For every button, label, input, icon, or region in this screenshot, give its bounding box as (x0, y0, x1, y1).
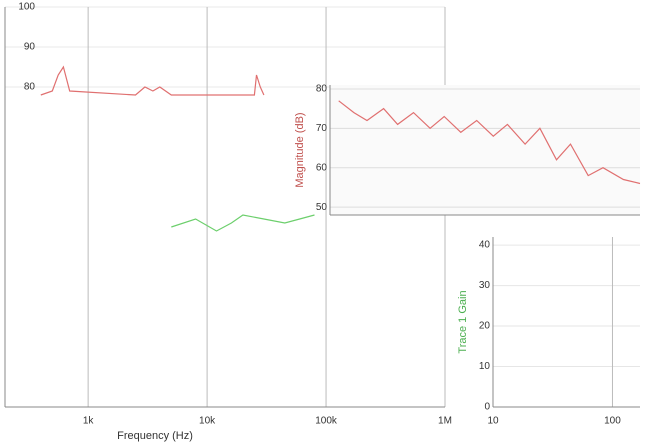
y-tick-label: 80 (316, 84, 328, 95)
x-tick-label: 1k (83, 416, 95, 427)
x-tick-label: 1M (438, 416, 452, 427)
y-tick-label: 90 (24, 42, 36, 53)
y-tick-label: 50 (316, 202, 328, 213)
x-tick-label: 100 (604, 416, 621, 427)
x-tick-label: 10k (199, 416, 216, 427)
y-tick-label: 20 (479, 321, 491, 332)
y-tick-label: 80 (24, 82, 36, 93)
x-axis-label: Frequency (Hz) (117, 430, 193, 442)
trace (338, 100, 641, 185)
y-axis-label: Magnitude (dB) (294, 112, 306, 187)
x-tick-label: 10 (487, 416, 499, 427)
plot-area (493, 237, 640, 407)
y-axis-label: Trace 1 Gain (457, 290, 469, 353)
y-tick-label: 40 (479, 240, 491, 251)
y-tick-label: 30 (479, 280, 491, 291)
plot-area (330, 85, 640, 215)
x-tick-label: 100k (315, 416, 338, 427)
y-tick-label: 10 (479, 361, 491, 372)
y-tick-label: 60 (316, 162, 328, 173)
trace (171, 214, 315, 232)
y-tick-label: 0 (484, 402, 490, 413)
trace (40, 65, 265, 96)
y-tick-label: 70 (316, 123, 328, 134)
y-tick-label: 100 (18, 2, 35, 13)
